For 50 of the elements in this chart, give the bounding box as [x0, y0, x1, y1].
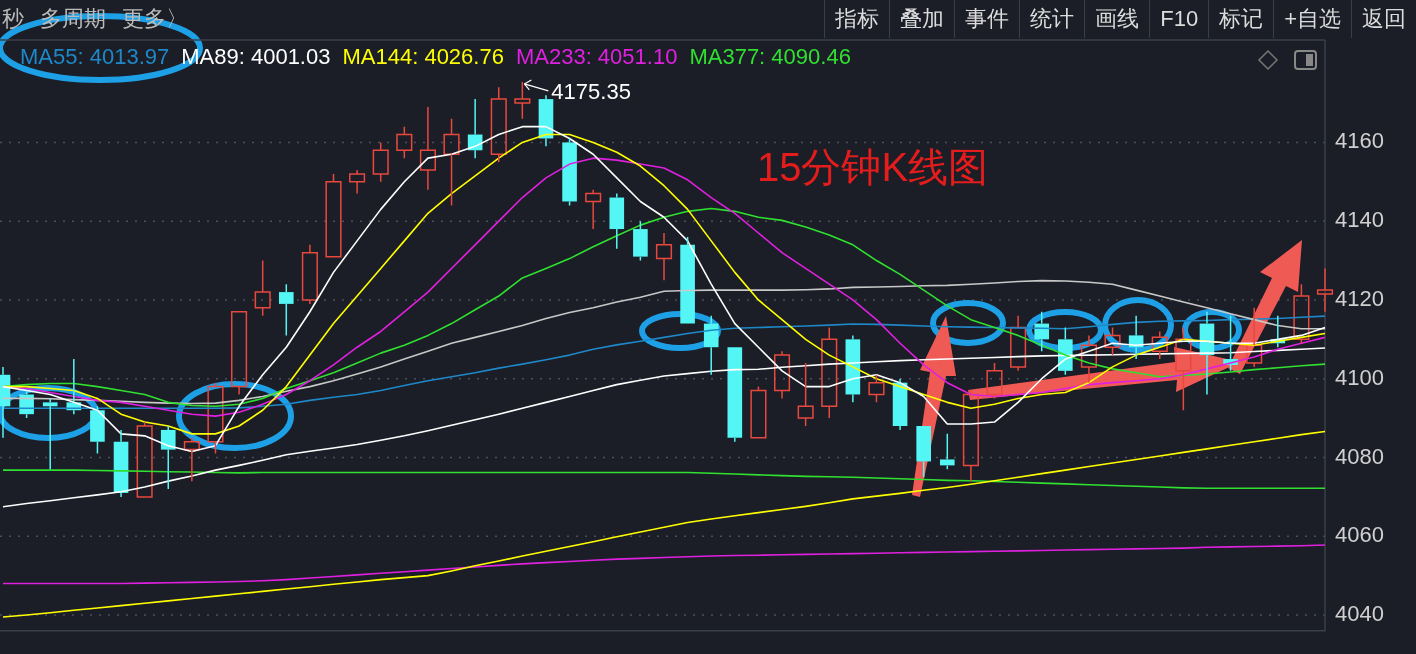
candlestick — [727, 347, 743, 443]
y-tick-label: 4120 — [1335, 286, 1384, 312]
candlestick — [443, 118, 460, 207]
text: 事件 — [954, 0, 1020, 38]
text: 统计 — [1019, 0, 1085, 38]
text: MA144: 4026.76 — [342, 44, 504, 70]
text: 标记 — [1208, 0, 1274, 38]
candlestick — [703, 314, 719, 376]
text: MA377: 4090.46 — [689, 44, 851, 70]
text: 指标 — [824, 0, 890, 38]
text: MA233: 4051.10 — [515, 44, 678, 70]
candlestick — [278, 283, 294, 337]
y-tick-label: 4080 — [1335, 443, 1384, 469]
candlestick — [962, 389, 979, 482]
candlestick — [231, 311, 248, 396]
candlestick — [183, 437, 200, 482]
text: 秒 — [2, 5, 25, 33]
text: 15分钟K线图 — [757, 144, 989, 191]
candlestick — [797, 362, 814, 427]
candlestick — [419, 106, 436, 191]
candlestick — [939, 433, 955, 471]
candlestick — [655, 232, 673, 282]
y-tick-label: 4100 — [1335, 364, 1384, 390]
candlestick — [1246, 307, 1263, 368]
candlestick — [773, 350, 791, 400]
candlestick — [821, 326, 838, 419]
candlestick — [585, 188, 602, 230]
candlestick — [1080, 334, 1097, 384]
y-tick-label: 4040 — [1335, 601, 1384, 627]
candlestick — [160, 425, 176, 490]
candlestick — [490, 86, 507, 163]
text: +自选 — [1273, 0, 1351, 38]
candlestick — [254, 259, 271, 317]
candlestick — [1010, 314, 1027, 372]
text: 画线 — [1084, 0, 1150, 38]
text: 叠加 — [889, 0, 955, 38]
candlestick — [1175, 326, 1192, 411]
text: MA55: 4013.97 — [20, 44, 170, 70]
candlestick — [609, 192, 625, 250]
candlestick — [301, 244, 318, 305]
candlestick — [349, 169, 366, 195]
candlestick — [1151, 330, 1168, 360]
y-tick-label: 4060 — [1335, 522, 1384, 548]
text: F10 — [1149, 0, 1209, 38]
annotation: 4175.35 — [551, 79, 631, 105]
candlestick — [1316, 267, 1334, 313]
text: 返回 — [1351, 0, 1416, 38]
y-tick-label: 4140 — [1335, 207, 1384, 233]
candlestick — [42, 397, 58, 471]
y-tick-label: 4160 — [1335, 128, 1384, 154]
